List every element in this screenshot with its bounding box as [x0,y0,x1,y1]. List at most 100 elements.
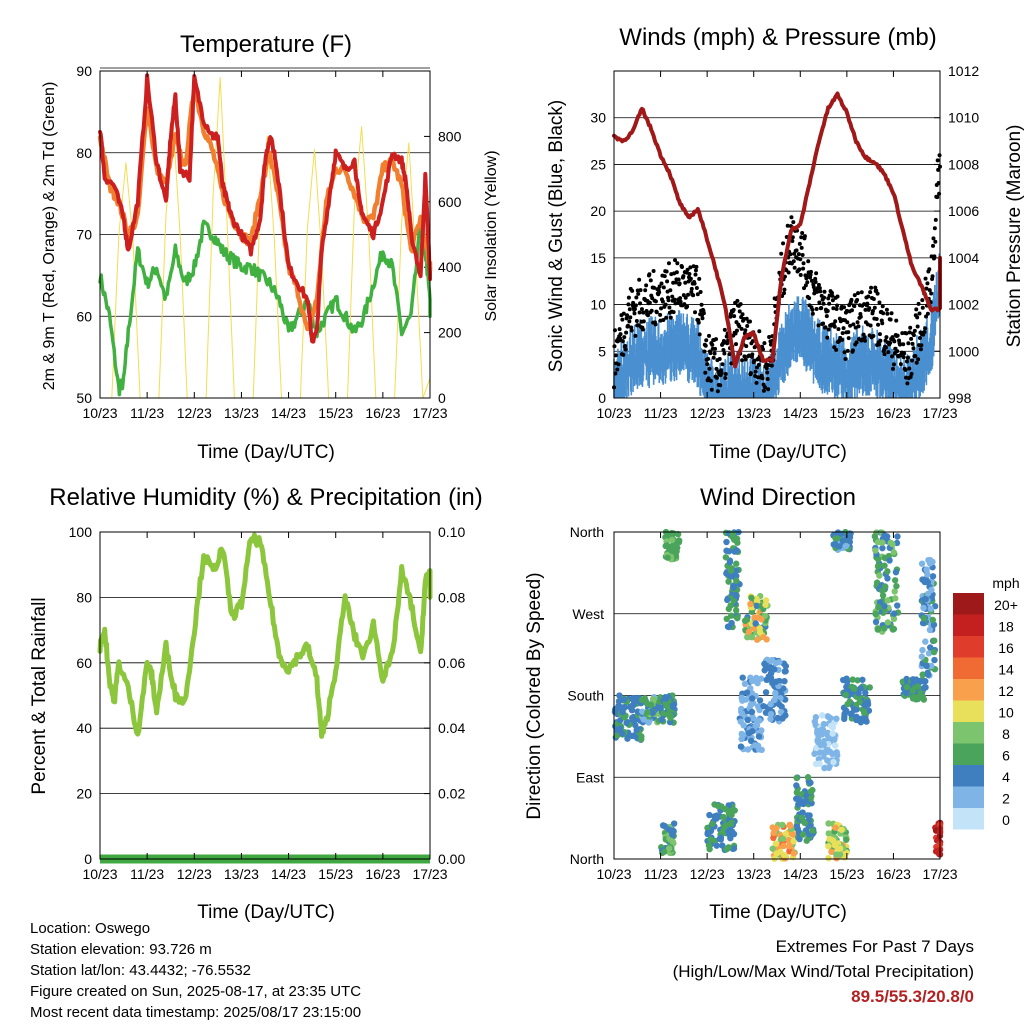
gust-point [906,341,911,346]
direction-point [770,834,777,842]
pressure-ytick-label: 998 [948,390,972,406]
gust-point [834,347,839,352]
gust-point [652,285,657,290]
gust-point [632,311,637,316]
gust-point [915,324,920,329]
winds-xtick-label: 17/23 [922,405,957,421]
gust-point [700,316,705,321]
humidity-xlabel: Time (Day/UTC) [197,902,335,923]
direction-point [874,563,882,570]
direction-point [649,709,656,717]
gust-point [627,319,632,324]
winds-title: Winds (mph) & Pressure (mb) [619,24,936,51]
gust-point [852,304,857,309]
legend-label: 8 [1002,726,1010,742]
solar-ytick-label: 800 [438,128,462,144]
pressure-ylabel: Station Pressure (Maroon) [1004,125,1024,348]
gust-point [935,158,940,163]
gust-point [693,268,698,273]
direction-point [839,676,847,684]
direction-point [748,677,756,685]
direction-point [754,679,761,687]
pressure-ytick-label: 1004 [948,250,979,266]
gust-point [722,327,727,332]
direction-point [918,653,925,660]
gust-point [904,359,909,364]
direction-point [807,779,814,786]
gust-point [711,355,716,360]
gust-point [850,348,855,353]
direction-point [762,597,770,604]
gust-point [821,301,826,306]
pressure-ytick-label: 1008 [948,156,979,172]
gust-point [810,307,815,312]
direction-point [881,602,888,610]
gust-point [687,272,692,277]
direction-point [782,712,789,719]
winds-panel: Winds (mph) & Pressure (mb) 0 5 10 15 20 25 30… [546,24,1024,463]
gust-point [869,285,874,290]
direction-point [833,851,840,858]
gust-point [644,309,649,314]
legend-swatch [953,614,984,636]
direction-point [879,544,886,552]
gust-point [713,346,718,351]
gust-point [821,321,826,326]
extremes-box: Extremes For Past 7 Days (High/Low/Max W… [673,934,974,1009]
gust-point [694,264,699,269]
direction-point [883,533,891,540]
gust-point [815,289,820,294]
gust-point [781,291,786,296]
direction-point [799,809,806,816]
direction-point [796,798,803,805]
direction-point [820,720,828,728]
gust-point [868,323,873,328]
direction-point [809,827,816,834]
gust-point [782,287,787,292]
gust-point [683,295,688,300]
gust-point [623,347,628,352]
direction-point [872,618,880,626]
gust-point [797,267,802,272]
direction-point [768,656,776,664]
gust-point [786,270,791,275]
gust-point [624,316,629,321]
direction-point [665,845,673,852]
gust-point [706,356,711,361]
gust-point [701,311,706,316]
direction-point [709,820,716,828]
gust-point [907,366,912,371]
humidity-xtick-label: 15/23 [318,866,353,882]
gust-point [817,300,822,305]
gust-point [781,241,786,246]
gust-point [762,341,767,346]
humidity-title: Relative Humidity (%) & Precipitation (i… [49,484,482,511]
legend-swatch [953,700,984,722]
gust-point [629,325,634,330]
gust-point [798,257,803,262]
direction-point [748,594,755,602]
direction-point [781,677,788,685]
gust-point [884,335,889,340]
winds-xtick-label: 12/23 [690,405,725,421]
gust-point [917,311,922,316]
gust-point [829,290,834,295]
direction-point [818,712,826,719]
gust-point [626,295,631,300]
gust-point [888,340,893,345]
gust-point [668,288,673,293]
direction-point [758,616,765,623]
direction-point [734,614,741,622]
direction-point [776,658,783,666]
gust-point [830,298,835,303]
direction-point [613,726,621,734]
solar-ytick-label: 600 [438,194,462,210]
direction-point [782,662,790,670]
gust-point [818,289,823,294]
gust-point [915,315,920,320]
legend-swatch [953,679,984,701]
gust-point [623,343,628,348]
gust-point [830,293,835,298]
legend-swatch [953,722,984,744]
extremes-values: 89.5/55.3/20.8/0 [851,987,974,1006]
